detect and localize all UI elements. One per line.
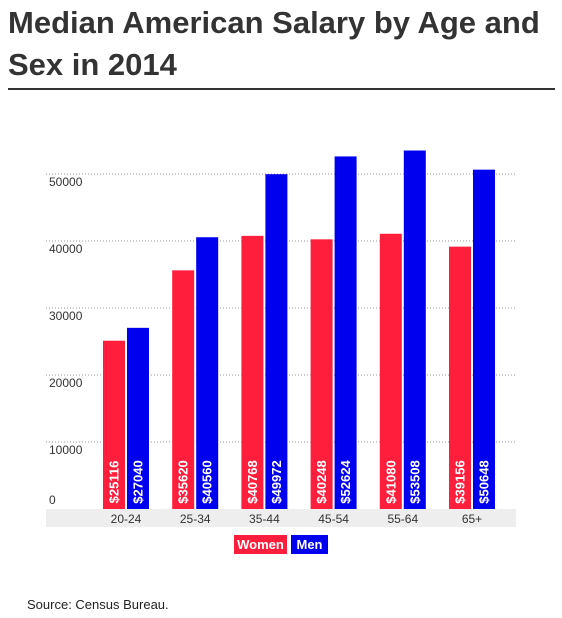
bar-men-55-64 (403, 150, 426, 509)
y-tick-label: 20000 (49, 376, 83, 390)
bar-value-label: $40248 (314, 460, 329, 503)
bar-women-20-24 (103, 340, 125, 509)
bar-value-label: $50648 (477, 460, 492, 503)
bar-women-45-54 (310, 239, 333, 510)
y-tick-label: 40000 (49, 242, 83, 256)
x-tick-label: 35-44 (249, 512, 280, 526)
bar-value-label: $41080 (383, 460, 398, 503)
bar-value-label: $39156 (453, 460, 468, 503)
bar-value-label: $35620 (176, 460, 191, 503)
bar-value-label: $49972 (269, 460, 284, 503)
x-tick-label: 25-34 (180, 512, 211, 526)
bar-men-25-34 (196, 237, 219, 510)
bar-value-label: $25116 (107, 461, 122, 504)
bar-value-label: $40560 (200, 460, 215, 503)
legend-item-women: Women (234, 535, 287, 554)
y-tick-label: 50000 (49, 175, 83, 189)
bar-women-25-34 (172, 270, 195, 509)
x-tick-label: 65+ (462, 512, 482, 526)
x-axis-band (46, 509, 516, 527)
bar-value-label: $40768 (245, 460, 260, 503)
x-tick-label: 20-24 (111, 512, 142, 526)
bar-men-20-24 (127, 327, 149, 509)
bar-men-45-54 (334, 156, 357, 510)
x-tick-label: 45-54 (318, 512, 349, 526)
title-divider (8, 88, 555, 90)
bar-value-label: $53508 (407, 460, 422, 503)
bar-men-35-44 (265, 174, 288, 509)
y-tick-label: 30000 (49, 309, 83, 323)
legend-label: Women (237, 537, 284, 552)
bar-women-65+ (449, 246, 471, 510)
bar-women-55-64 (379, 233, 402, 509)
legend-swatch (234, 535, 287, 554)
legend-item-men: Men (291, 535, 328, 554)
chart-title: Median American Salary by Age and Sex in… (8, 5, 540, 82)
source-note: Source: Census Bureau. (27, 597, 169, 612)
y-tick-label: 0 (49, 493, 56, 507)
bar-value-label: $52624 (338, 460, 353, 504)
x-tick-label: 55-64 (387, 512, 418, 526)
bar-men-65+ (473, 169, 495, 510)
y-tick-label: 10000 (49, 443, 83, 457)
bar-women-35-44 (241, 235, 264, 509)
legend-label: Men (297, 537, 323, 552)
legend-swatch (291, 535, 328, 554)
bar-value-label: $27040 (131, 460, 146, 503)
